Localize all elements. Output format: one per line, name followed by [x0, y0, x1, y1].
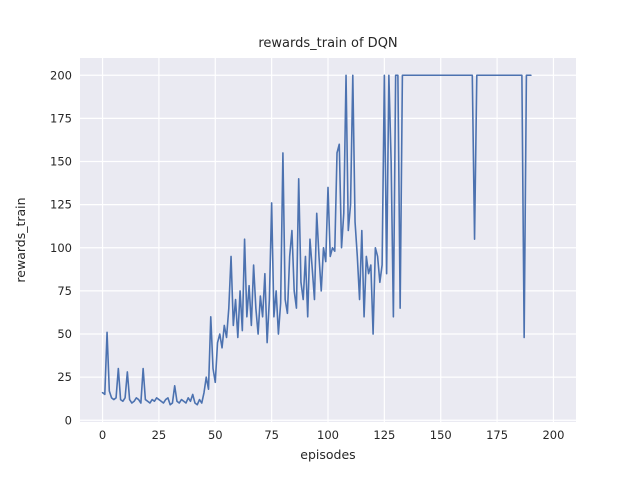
y-tick-label: 100	[50, 241, 72, 255]
y-tick-label: 0	[65, 413, 72, 427]
chart-title: rewards_train of DQN	[258, 36, 397, 51]
x-tick-label: 0	[99, 428, 106, 442]
plot-area	[80, 58, 576, 422]
x-tick-label: 25	[152, 428, 167, 442]
x-tick-label: 175	[486, 428, 508, 442]
y-tick-label: 75	[57, 284, 72, 298]
y-tick-label: 200	[50, 68, 72, 82]
x-tick-label: 100	[317, 428, 339, 442]
x-axis-label: episodes	[300, 447, 355, 462]
x-tick-label: 200	[542, 428, 564, 442]
tick-labels: 0 25 50 75 100 125 150 175 200 0 25 50 75 100 125 150 17…	[50, 68, 564, 442]
y-tick-label: 125	[50, 198, 72, 212]
y-tick-label: 150	[50, 155, 72, 169]
x-tick-label: 50	[208, 428, 223, 442]
y-tick-label: 175	[50, 111, 72, 125]
x-tick-label: 150	[430, 428, 452, 442]
y-tick-label: 50	[57, 327, 72, 341]
x-tick-label: 125	[373, 428, 395, 442]
y-tick-label: 25	[57, 370, 72, 384]
x-tick-label: 75	[264, 428, 279, 442]
y-axis-label: rewards_train	[13, 197, 28, 282]
